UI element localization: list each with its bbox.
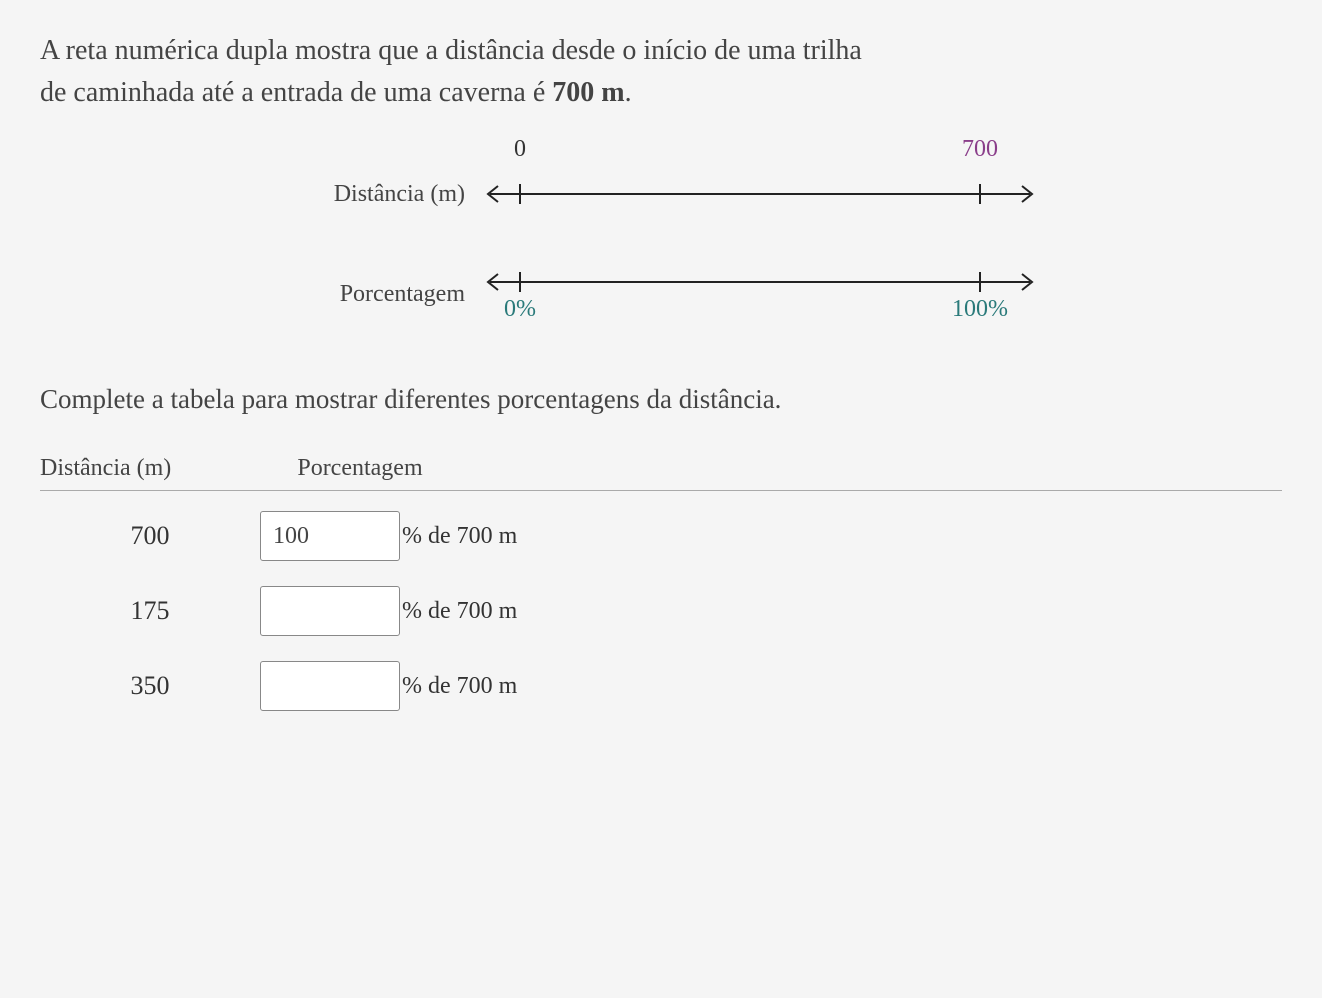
distance-line-container: 0 700 bbox=[480, 164, 1040, 224]
percentage-input[interactable] bbox=[260, 586, 400, 636]
table-header-percentage: Porcentagem bbox=[260, 455, 460, 482]
table-header-distance: Distância (m) bbox=[40, 455, 260, 482]
percentage-line-container: 0% 100% bbox=[480, 264, 1040, 324]
table-row: 350 % de 700 m bbox=[40, 661, 1282, 711]
question-line1: A reta numérica dupla mostra que a distâ… bbox=[40, 35, 862, 66]
percentage-tick-start-label: 0% bbox=[504, 296, 536, 323]
question-value: 700 m bbox=[552, 77, 624, 108]
distance-line-label: Distância (m) bbox=[300, 181, 480, 208]
instruction-text: Complete a tabela para mostrar diferente… bbox=[40, 384, 1282, 415]
percentage-line-label: Porcentagem bbox=[300, 281, 480, 308]
distance-number-line: Distância (m) 0 700 bbox=[300, 164, 1282, 224]
question-paragraph: A reta numérica dupla mostra que a distâ… bbox=[40, 30, 1282, 114]
row-distance-value: 350 bbox=[40, 671, 260, 701]
row-suffix: % de 700 m bbox=[402, 673, 517, 700]
question-line2-prefix: de caminhada até a entrada de uma cavern… bbox=[40, 77, 552, 108]
table-row: 700 % de 700 m bbox=[40, 511, 1282, 561]
table-header-row: Distância (m) Porcentagem bbox=[40, 455, 1282, 491]
distance-tick-end-label: 700 bbox=[962, 136, 998, 163]
percentage-tick-end-label: 100% bbox=[952, 296, 1008, 323]
row-distance-value: 700 bbox=[40, 521, 260, 551]
answer-table: Distância (m) Porcentagem 700 % de 700 m… bbox=[40, 455, 1282, 711]
row-suffix: % de 700 m bbox=[402, 523, 517, 550]
question-line2-suffix: . bbox=[625, 77, 632, 108]
header-col1-text: Distância (m) bbox=[40, 455, 171, 481]
row-distance-value: 175 bbox=[40, 596, 260, 626]
double-number-line: Distância (m) 0 700 Porcentagem 0% bbox=[40, 164, 1282, 324]
percentage-input[interactable] bbox=[260, 511, 400, 561]
percentage-input[interactable] bbox=[260, 661, 400, 711]
distance-line-svg bbox=[480, 164, 1040, 224]
table-row: 175 % de 700 m bbox=[40, 586, 1282, 636]
distance-tick-start-label: 0 bbox=[514, 136, 526, 163]
percentage-number-line: Porcentagem 0% 100% bbox=[300, 264, 1282, 324]
row-suffix: % de 700 m bbox=[402, 598, 517, 625]
